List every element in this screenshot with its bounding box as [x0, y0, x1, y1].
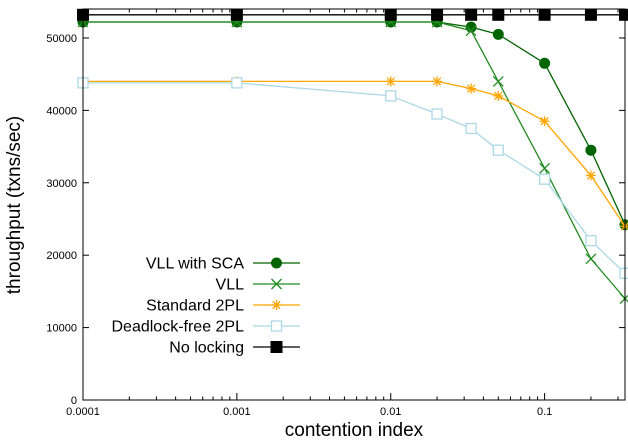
y-tick-label: 10000 [46, 323, 77, 335]
y-tick-label: 50000 [46, 33, 77, 45]
data-point [539, 162, 551, 174]
data-point [465, 8, 478, 21]
y-tick-label: 0 [71, 395, 77, 407]
data-point [431, 108, 443, 120]
legend-marker [270, 320, 283, 332]
x-tick-label: 0.1 [537, 406, 552, 418]
legend-marker [270, 341, 283, 353]
legend-marker [271, 257, 282, 269]
data-point [538, 173, 551, 185]
data-point [492, 28, 504, 40]
data-point [584, 8, 597, 21]
legend-label: VLL [216, 277, 245, 294]
data-point [619, 267, 628, 279]
legend-entry: Standard 2PL [146, 298, 300, 315]
y-tick-label: 20000 [46, 250, 77, 262]
data-point [231, 77, 243, 89]
legend-label: VLL with SCA [146, 256, 244, 273]
x-tick-label: 0.001 [223, 406, 251, 418]
plot-frame [82, 8, 626, 401]
data-point [539, 116, 550, 127]
legend-entry: Deadlock-free 2PL [111, 319, 300, 336]
data-point [538, 8, 551, 21]
y-axis-label: throughput (txns/sec) [4, 116, 25, 294]
data-point [431, 8, 444, 21]
data-point [585, 253, 597, 265]
legend-label: Standard 2PL [146, 298, 244, 315]
y-tick-label: 40000 [46, 105, 77, 117]
series-3 [77, 77, 628, 279]
x-tick-label: 0.01 [380, 406, 401, 418]
legend-marker [271, 300, 282, 310]
legend: VLL with SCA VLL Standard 2PL Deadlock-free… [111, 256, 300, 357]
data-point [619, 8, 628, 21]
legend-label: Deadlock-free 2PL [111, 319, 244, 336]
legend-label: No locking [169, 340, 244, 357]
data-point [385, 90, 397, 102]
data-point [619, 293, 628, 305]
series-line [83, 21, 626, 226]
series-2 [78, 76, 628, 232]
series-4 [77, 8, 628, 21]
data-point [493, 90, 504, 101]
data-point [585, 170, 596, 181]
legend-entry: VLL [216, 277, 300, 294]
data-point [465, 25, 477, 37]
y-tick-label: 30000 [46, 178, 77, 190]
data-point [465, 122, 477, 135]
legend-marker [271, 278, 282, 290]
legend-entry: No locking [169, 340, 300, 357]
data-point [432, 76, 443, 87]
data-point [585, 144, 597, 156]
data-point [384, 8, 397, 21]
x-axis-label: contention index [285, 420, 424, 441]
ticks-layer: 0 10000 20000 30000 40000 50000 0.0001 0.001 0.0… [46, 9, 625, 418]
series-0 [77, 16, 628, 231]
data-point [492, 144, 504, 156]
legend-entry: VLL with SCA [146, 256, 300, 273]
data-point [385, 76, 396, 87]
x-tick-label: 0.0001 [66, 406, 100, 418]
data-point [539, 57, 551, 69]
data-point [492, 8, 505, 21]
data-point [585, 235, 597, 247]
data-point [492, 75, 504, 87]
series-line [83, 80, 626, 227]
data-point [230, 8, 243, 21]
data-point [466, 83, 477, 94]
